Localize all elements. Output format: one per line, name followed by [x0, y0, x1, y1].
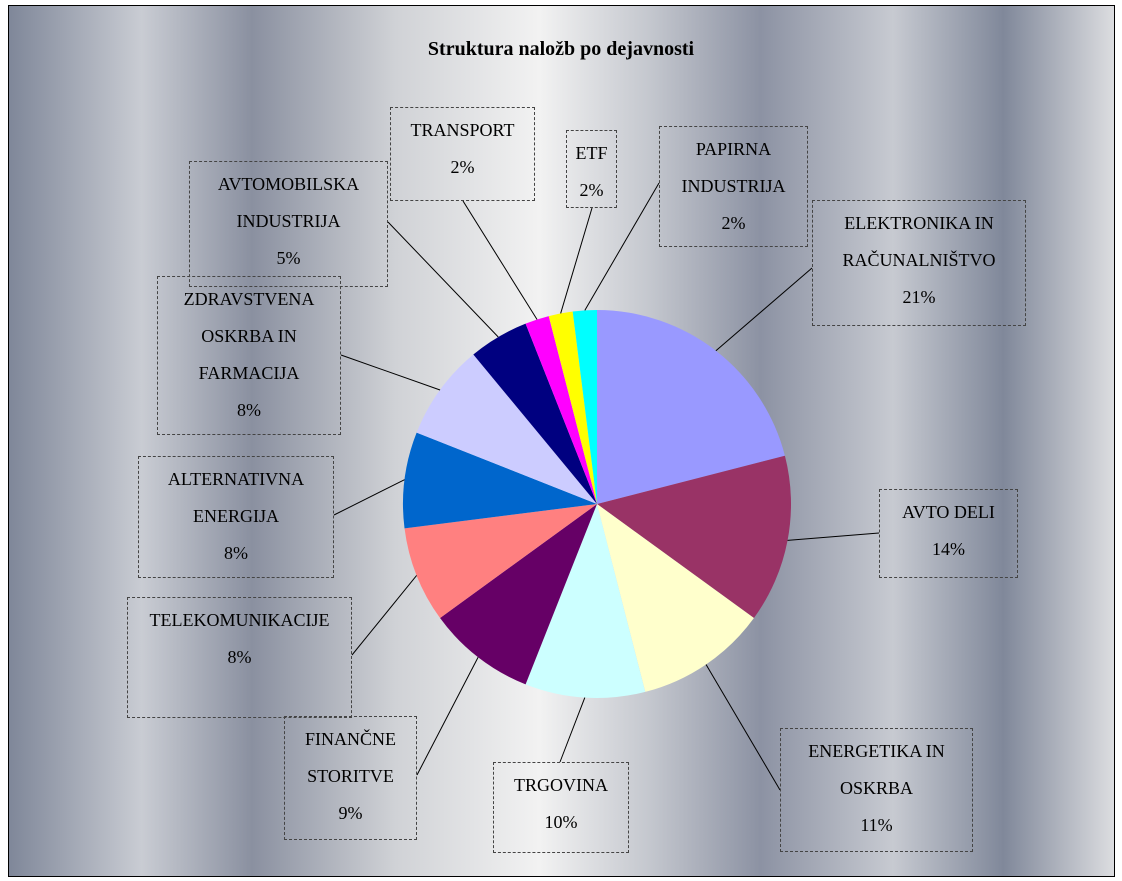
label-name: AVTO DELI	[902, 502, 995, 522]
data-label: FINANČNE STORITVE 9%	[284, 716, 417, 840]
label-name: PAPIRNA INDUSTRIJA	[681, 139, 786, 196]
label-value: 8%	[224, 543, 248, 563]
pie-slice	[572, 310, 597, 504]
data-label: ENERGETIKA IN OSKRBA 11%	[780, 728, 973, 852]
pie-slice	[403, 432, 597, 529]
data-label: AVTOMOBILSKA INDUSTRIJA 5%	[189, 161, 388, 287]
leader-line	[559, 697, 586, 763]
data-label: TRANSPORT 2%	[390, 107, 535, 201]
label-value: 2%	[579, 180, 604, 200]
pie-slice	[440, 504, 597, 685]
data-label: TRGOVINA 10%	[493, 762, 629, 853]
leader-line	[351, 575, 418, 656]
label-name: ELEKTRONIKA IN RAČUNALNIŠTVO	[842, 213, 996, 270]
data-label: ELEKTRONIKA IN RAČUNALNIŠTVO 21%	[812, 200, 1026, 326]
leader-line	[333, 479, 405, 516]
label-name: ZDRAVSTVENA OSKRBA IN FARMACIJA	[183, 289, 315, 383]
label-value: 5%	[276, 248, 301, 268]
pie-slice	[416, 354, 597, 504]
label-name: FINANČNE STORITVE	[304, 729, 396, 786]
data-label: ETF 2%	[566, 130, 617, 208]
label-name: ETF	[575, 143, 608, 163]
leader-line	[340, 354, 441, 391]
label-name: ALTERNATIVNA ENERGIJA	[167, 469, 305, 526]
leader-line	[462, 200, 538, 320]
leader-line	[584, 182, 660, 311]
data-label: TELEKOMUNIKACIJE 8%	[127, 597, 352, 718]
pie-slice	[548, 311, 597, 504]
data-label: ZDRAVSTVENA OSKRBA IN FARMACIJA 8%	[157, 276, 341, 435]
data-label: ALTERNATIVNA ENERGIJA 8%	[138, 456, 334, 578]
label-value: 21%	[902, 287, 936, 307]
leader-line	[416, 657, 479, 776]
label-name: ENERGETIKA IN OSKRBA	[808, 741, 945, 798]
label-name: TRGOVINA	[514, 775, 608, 795]
pie-slice	[597, 504, 754, 692]
label-value: 2%	[450, 157, 475, 177]
leader-line	[560, 207, 593, 314]
pie-slice	[597, 455, 791, 619]
leader-line	[705, 664, 781, 791]
chart-title: Struktura naložb po dejavnosti	[427, 38, 695, 60]
pie-slice	[404, 504, 597, 619]
label-value: 14%	[932, 539, 965, 559]
pie-slice	[597, 310, 785, 504]
pie-slice	[473, 323, 597, 504]
leader-line	[787, 532, 880, 541]
leader-line	[387, 221, 499, 338]
data-label: AVTO DELI 14%	[879, 489, 1018, 578]
pie-slice	[525, 504, 646, 698]
label-value: 8%	[237, 400, 261, 420]
label-name: TRANSPORT	[410, 120, 515, 140]
label-value: 9%	[338, 803, 363, 823]
pie-slice	[525, 316, 597, 504]
data-label: PAPIRNA INDUSTRIJA 2%	[659, 126, 808, 247]
label-name: TELEKOMUNIKACIJE	[149, 610, 330, 630]
label-value: 2%	[721, 213, 746, 233]
label-value: 10%	[544, 812, 578, 832]
label-value: 8%	[227, 647, 252, 667]
label-value: 11%	[860, 815, 893, 835]
label-name: AVTOMOBILSKA INDUSTRIJA	[217, 174, 360, 231]
leader-line	[715, 267, 813, 352]
